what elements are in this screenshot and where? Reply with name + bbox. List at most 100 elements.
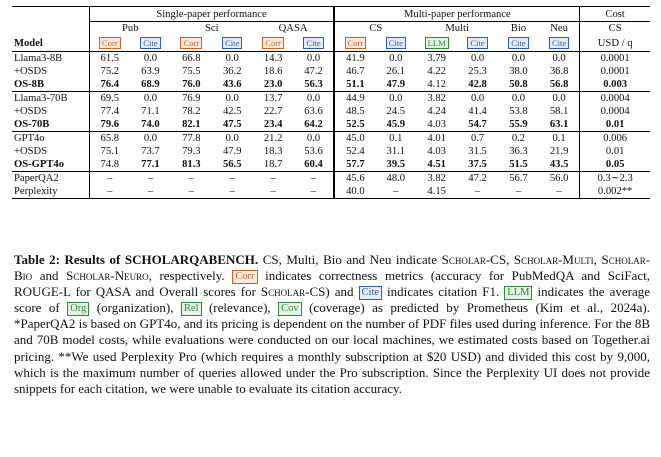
table-cell: 0.0 bbox=[306, 93, 321, 104]
table-cell: 14.3 bbox=[263, 53, 283, 64]
corr-tag: Corr bbox=[232, 270, 258, 285]
table-cell: – bbox=[310, 186, 317, 197]
table-cell: 23.4 bbox=[263, 119, 283, 130]
table-cell: 71.1 bbox=[141, 106, 160, 117]
multi-paper-header: Multi-paper performance bbox=[333, 7, 580, 22]
table-cell: 45.0 bbox=[333, 132, 376, 145]
table-cell: 61.5 bbox=[88, 52, 130, 65]
bio-header: Bio bbox=[510, 23, 527, 34]
table-cell: 51.5 bbox=[509, 159, 528, 170]
table-cell: 68.9 bbox=[141, 79, 160, 90]
table-cell: 78.2 bbox=[182, 106, 201, 117]
table-cell: 52.5 bbox=[333, 118, 376, 132]
table-cell: 4.03 bbox=[427, 119, 446, 130]
single-paper-header: Single-paper performance bbox=[88, 7, 335, 22]
table-cell: 58.1 bbox=[549, 106, 569, 117]
table-cell: 13.7 bbox=[263, 93, 283, 104]
cite-tag: Cite bbox=[385, 36, 406, 49]
table-cell: 63.1 bbox=[549, 119, 569, 130]
table-cell: – bbox=[188, 173, 194, 184]
table-cell: 21.2 bbox=[263, 133, 283, 144]
table-cell: 0.002** bbox=[579, 185, 650, 199]
cite-tag: Cite bbox=[508, 36, 529, 49]
pub-header: Pub bbox=[88, 21, 171, 35]
model-name: Llama3-70B bbox=[14, 93, 68, 104]
table-cell: 76.0 bbox=[182, 79, 201, 90]
table-cell: 81.3 bbox=[182, 159, 201, 170]
table-cell: – bbox=[515, 186, 522, 197]
table-cell: 69.5 bbox=[88, 92, 130, 105]
table-cell: 45.9 bbox=[386, 119, 406, 130]
table-row: GPT4o 65.8 0.0 77.8 0.0 21.2 0.0 45.0 0.1 4.01 0.7… bbox=[12, 132, 650, 145]
rel-tag: Rel bbox=[180, 302, 202, 317]
table-cell: – bbox=[147, 173, 154, 184]
corr-tag: Corr bbox=[262, 36, 284, 49]
table-cell: 82.1 bbox=[182, 119, 201, 130]
table-cell: 48.0 bbox=[386, 173, 406, 184]
table-cell: 0.2 bbox=[511, 133, 526, 144]
table-cell: 3.82 bbox=[427, 93, 446, 104]
table-cell: 0.006 bbox=[579, 132, 650, 145]
table-caption: Table 2: Results of SCHOLARQABENCH. CS, … bbox=[14, 252, 651, 396]
table-cell: 39.5 bbox=[386, 159, 406, 170]
table-cell: 73.7 bbox=[141, 146, 160, 157]
table-cell: 77.8 bbox=[182, 133, 201, 144]
table-cell: 31.1 bbox=[386, 146, 406, 157]
table-cell: 79.3 bbox=[182, 146, 201, 157]
table-cell: 23.0 bbox=[263, 79, 283, 90]
table-cell: 26.1 bbox=[386, 66, 406, 77]
table-cell: 63.9 bbox=[141, 66, 160, 77]
corr-tag: Corr bbox=[180, 36, 203, 49]
table-cell: 4.51 bbox=[427, 159, 446, 170]
table-cell: 18.3 bbox=[263, 146, 283, 157]
table-cell: 4.12 bbox=[427, 79, 446, 90]
table-cell: – bbox=[270, 186, 276, 197]
model-name: Perplexity bbox=[14, 186, 58, 197]
table-cell: 38.0 bbox=[509, 66, 528, 77]
table-cell: 51.1 bbox=[333, 78, 376, 92]
table-cell: 41.9 bbox=[333, 52, 376, 65]
neu-header: Neu bbox=[550, 23, 568, 34]
table-cell: 41.4 bbox=[468, 106, 487, 117]
table-cell: 56.5 bbox=[222, 159, 242, 170]
table-cell: 47.9 bbox=[386, 79, 406, 90]
table-cell: 40.0 bbox=[333, 185, 376, 199]
table-cell: – bbox=[310, 173, 317, 184]
corr-tag: Corr bbox=[344, 36, 367, 49]
table-cell: 44.9 bbox=[333, 92, 376, 105]
table-cell: – bbox=[88, 185, 130, 199]
table-cell: 53.6 bbox=[304, 146, 323, 157]
table-cell: 0.1 bbox=[552, 133, 566, 144]
table-cell: 36.3 bbox=[509, 146, 528, 157]
cite-tag: Cite bbox=[548, 36, 570, 49]
table-cell: 3.82 bbox=[427, 173, 446, 184]
table-cell: 0.0001 bbox=[579, 65, 650, 78]
table-row: Perplexity – – – – – – 40.0 – 4.15 – – – 0.002** bbox=[12, 185, 650, 199]
qasa-header: QASA bbox=[278, 23, 308, 34]
model-name: OS-8B bbox=[14, 79, 45, 90]
table-cell: 0.0004 bbox=[579, 92, 650, 105]
table-cell: 36.8 bbox=[549, 66, 569, 77]
table-cell: 64.2 bbox=[304, 119, 323, 130]
table-cell: 54.7 bbox=[468, 119, 487, 130]
table-cell: 42.8 bbox=[468, 79, 487, 90]
table-cell: 56.8 bbox=[549, 79, 569, 90]
cov-tag: Cov bbox=[278, 302, 302, 317]
llm-tag: LLM bbox=[504, 286, 533, 301]
table-cell: 60.4 bbox=[304, 159, 323, 170]
table-cell: 0.0 bbox=[225, 53, 239, 64]
table-cell: 0.01 bbox=[579, 118, 650, 132]
table-cell: 4.24 bbox=[427, 106, 446, 117]
table-cell: 47.5 bbox=[222, 119, 242, 130]
table-cell: 0.0 bbox=[389, 93, 403, 104]
model-name: GPT4o bbox=[14, 133, 45, 144]
model-name: PaperQA2 bbox=[14, 173, 59, 184]
table-cell: 18.7 bbox=[263, 159, 283, 170]
model-name: +OSDS bbox=[14, 146, 48, 157]
table-cell: 0.0 bbox=[552, 93, 566, 104]
table-cell: 74.8 bbox=[88, 158, 130, 172]
model-header: Model bbox=[14, 37, 43, 49]
table-row: OS-8B 76.4 68.9 76.0 43.6 23.0 56.3 51.1 47.9 4.1… bbox=[12, 78, 650, 92]
table-cell: 36.2 bbox=[222, 66, 242, 77]
table-cell: 0.0004 bbox=[579, 105, 650, 118]
